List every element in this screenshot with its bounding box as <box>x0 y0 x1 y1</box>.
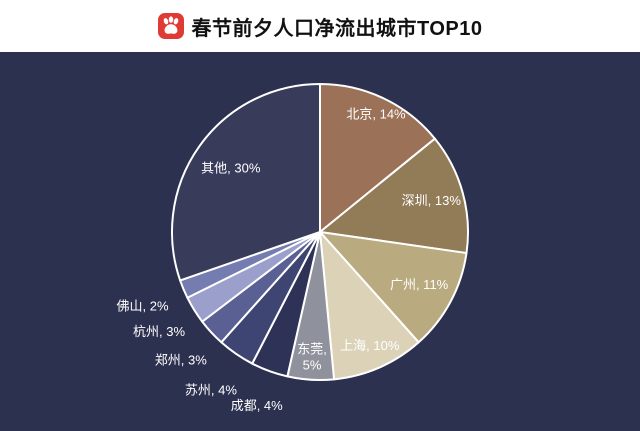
pie-slice-其他[interactable] <box>171 83 321 282</box>
slice-label-上海: 上海, 10% <box>340 338 400 353</box>
paw-logo-icon <box>157 13 184 39</box>
pie-slice-深圳[interactable] <box>319 137 469 255</box>
page-title: 春节前夕人口净流出城市TOP10 <box>191 17 483 40</box>
slice-label-苏州: 苏州, 4% <box>185 383 237 398</box>
slice-label-北京: 北京, 14% <box>346 106 406 121</box>
slice-label-成都: 成都, 4% <box>231 398 283 413</box>
slice-label-其他: 其他, 30% <box>201 161 261 176</box>
slice-label-广州: 广州, 11% <box>390 277 449 292</box>
pie-slice-上海[interactable] <box>319 231 420 381</box>
chart-area: 北京, 14% 深圳, 13% 广州, 11% 上海, 10% 东莞, 5% 成都, 4% 苏… <box>0 52 640 426</box>
slice-label-深圳: 深圳, 13% <box>402 193 462 208</box>
header-bar: 春节前夕人口净流出城市TOP10 <box>0 0 640 52</box>
slice-label-东莞: 东莞, 5% <box>297 342 327 373</box>
pie-slice-北京[interactable] <box>319 83 436 233</box>
pie-slice-广州[interactable] <box>319 231 468 344</box>
pie-chart: 北京, 14% 深圳, 13% 广州, 11% 上海, 10% 东莞, 5% 成都, 4%苏… <box>116 83 469 413</box>
slice-label-杭州: 杭州, 3% <box>133 324 185 339</box>
slice-label-郑州: 郑州, 3% <box>155 353 207 368</box>
slice-label-佛山: 佛山, 2% <box>116 298 168 313</box>
